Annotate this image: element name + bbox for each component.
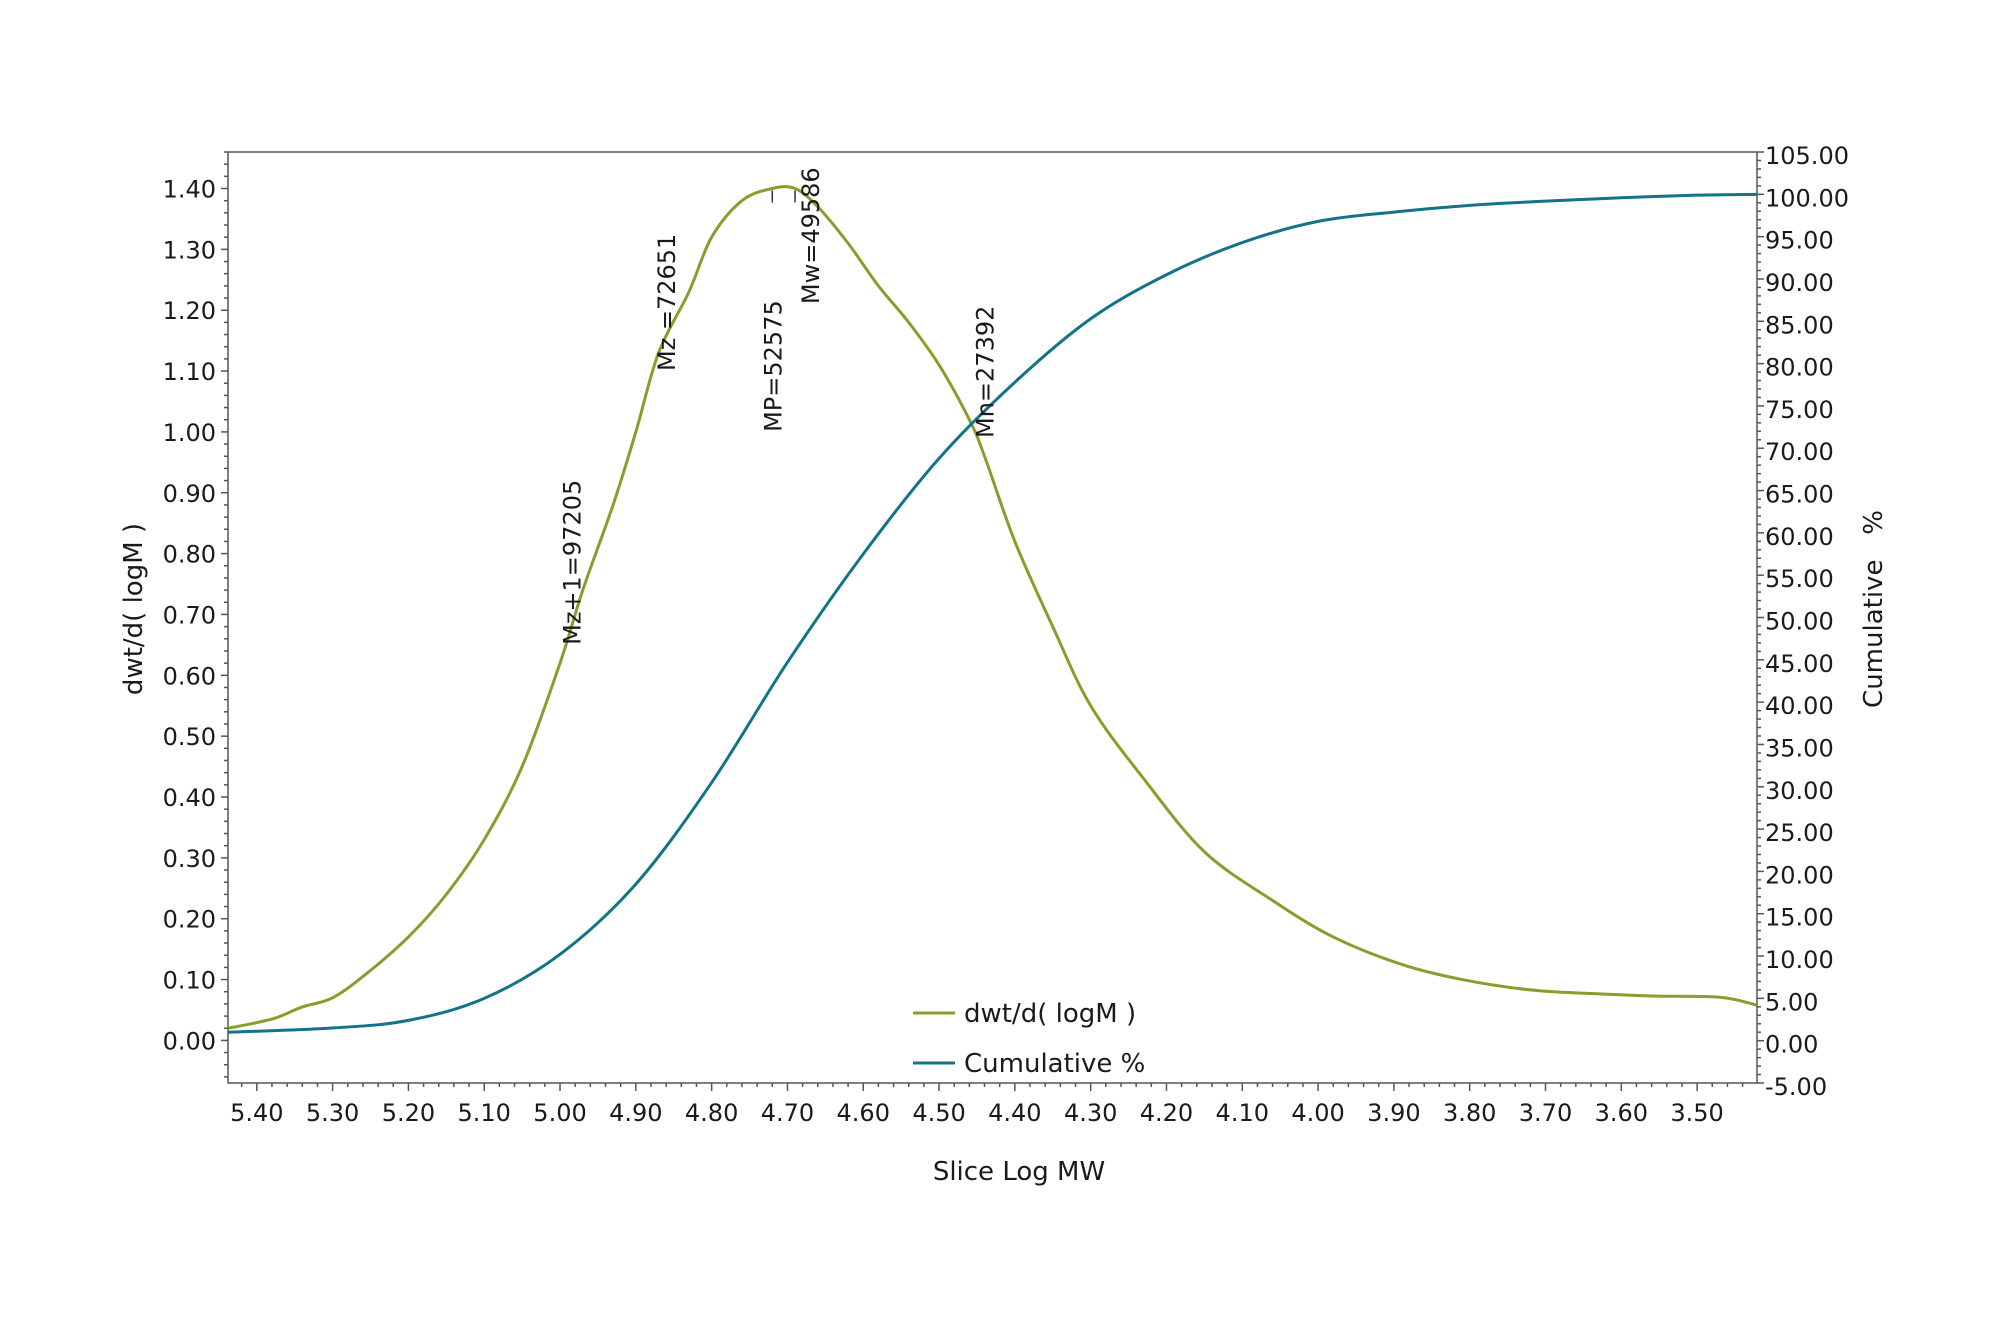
y-tick-label: 0.80 [163,541,216,569]
y-tick-label: 0.10 [163,967,216,995]
y2-tick-label: 35.00 [1765,734,1834,762]
y-tick-label: 1.00 [163,419,216,447]
y2-tick-label: 5.00 [1765,988,1818,1016]
x-tick-label: 5.20 [382,1099,435,1127]
x-tick-label: 3.60 [1595,1099,1648,1127]
annotation-label: MP=52575 [759,300,787,432]
y2-tick-label: 70.00 [1765,438,1834,466]
y2-tick-label: 75.00 [1765,396,1834,424]
x-tick-label: 4.50 [912,1099,965,1127]
y-tick-label: 0.60 [163,662,216,690]
y-tick-label: 0.20 [163,906,216,934]
y2-tick-label: 10.00 [1765,946,1834,974]
y-tick-label: 1.20 [163,297,216,325]
x-tick-label: 4.90 [609,1099,662,1127]
x-axis-label: Slice Log MW [933,1157,1105,1187]
y-tick-label: 0.50 [163,723,216,751]
y2-tick-label: 0.00 [1765,1031,1818,1059]
cumulative-curve [227,192,1758,1034]
y-tick-label: 0.90 [163,480,216,508]
y-tick-label: 0.30 [163,845,216,873]
y-tick-label: 1.10 [163,358,216,386]
x-tick-label: 3.70 [1519,1099,1572,1127]
y2-tick-label: 85.00 [1765,311,1834,339]
x-tick-label: 4.30 [1064,1099,1117,1127]
x-tick-label: 4.70 [761,1099,814,1127]
x-tick-label: 5.40 [230,1099,283,1127]
x-tick-label: 4.60 [837,1099,890,1127]
annotation-label: Mz =72651 [653,234,681,371]
y-tick-label: 0.40 [163,784,216,812]
y2-tick-label: 45.00 [1765,650,1834,678]
series-layer [227,185,1758,1034]
y2-tick-label: 80.00 [1765,354,1834,382]
y-tick-label: 1.40 [163,176,216,204]
y2-tick-label: 15.00 [1765,904,1834,932]
y2-tick-label: 95.00 [1765,227,1834,255]
y-tick-label: 0.00 [163,1027,216,1055]
annotation-label: Mn=27392 [972,306,1000,438]
x-tick-label: 4.80 [685,1099,738,1127]
annotations: Mz+1=97205 Mz =72651 MP=52575 Mw=49586 Mn=27… [558,167,999,645]
y2-tick-label: 50.00 [1765,608,1834,636]
x-tick-label: 4.00 [1291,1099,1344,1127]
y2-tick-label: -5.00 [1765,1073,1827,1101]
x-tick-label: 4.10 [1216,1099,1269,1127]
y2-tick-label: 25.00 [1765,819,1834,847]
annotation-label: Mw=49586 [797,167,825,304]
x-tick-label: 3.50 [1670,1099,1723,1127]
y2-tick-label: 100.00 [1765,184,1849,212]
y2-tick-label: 20.00 [1765,861,1834,889]
y2-tick-label: 60.00 [1765,523,1834,551]
legend-label-dwt: dwt/d( logM ) [964,999,1136,1029]
dwt-curve [227,185,1758,1030]
y2-tick-label: 40.00 [1765,692,1834,720]
x-tick-label: 5.10 [458,1099,511,1127]
y2-tick-label: 90.00 [1765,269,1834,297]
y-tick-label: 1.30 [163,236,216,264]
x-tick-label: 4.20 [1140,1099,1193,1127]
y2-tick-label: 55.00 [1765,565,1834,593]
y-axis-label: dwt/d( logM ) [119,523,149,695]
y-tick-label: 0.70 [163,601,216,629]
x-tick-label: 3.80 [1443,1099,1496,1127]
y2-tick-label: 65.00 [1765,481,1834,509]
legend: dwt/d( logM ) Cumulative % [913,999,1145,1079]
annotation-label: Mz+1=97205 [558,480,586,645]
y2-axis-label: Cumulative % [1859,510,1889,708]
x-tick-label: 5.30 [306,1099,359,1127]
x-tick-label: 4.40 [988,1099,1041,1127]
axes: 5.40 5.30 5.20 5.10 5.00 4.90 4.80 4.70 4.60 4.50… [163,142,1849,1127]
y2-tick-label: 30.00 [1765,777,1834,805]
y2-tick-label: 105.00 [1765,142,1849,170]
x-tick-label: 3.90 [1367,1099,1420,1127]
legend-label-cumulative: Cumulative % [964,1049,1145,1079]
x-tick-label: 5.00 [533,1099,586,1127]
